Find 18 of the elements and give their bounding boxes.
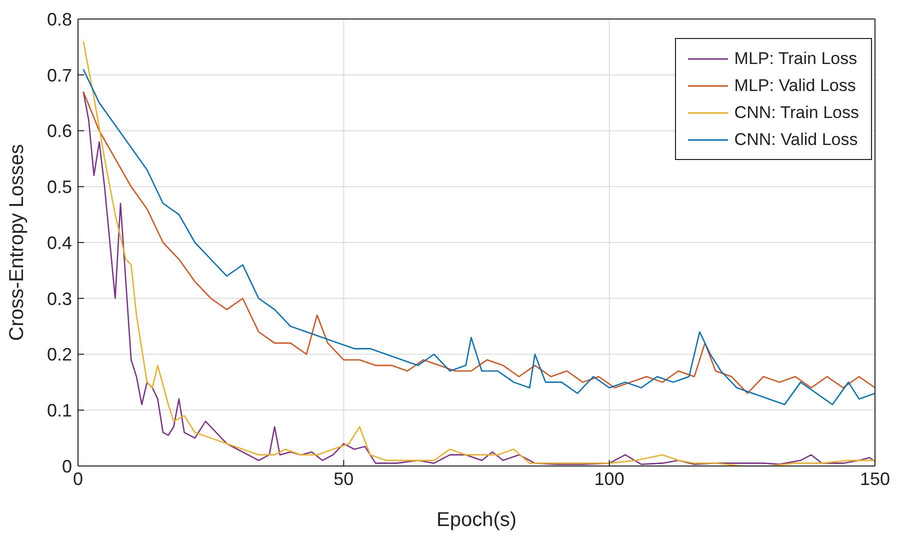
legend-label: CNN: Valid Loss	[734, 130, 858, 150]
y-tick-label: 0.7	[46, 65, 72, 86]
y-tick-label: 0.1	[46, 400, 72, 421]
y-tick-label: 0.3	[46, 288, 72, 309]
y-tick-label: 0.8	[46, 9, 72, 30]
x-axis-title: Epoch(s)	[436, 509, 517, 531]
legend-label: MLP: Train Loss	[734, 48, 858, 68]
legend-label: CNN: Train Loss	[734, 102, 859, 122]
legend-label: MLP: Valid Loss	[734, 76, 856, 96]
y-axis-title: Cross-Entropy Losses	[6, 144, 28, 341]
x-tick-label: 100	[594, 468, 624, 489]
y-tick-label: 0.4	[46, 232, 72, 253]
y-tick-label: 0.2	[46, 344, 72, 365]
y-tick-label: 0.6	[46, 121, 72, 142]
x-tick-label: 150	[860, 468, 890, 489]
y-tick-label: 0.5	[46, 177, 72, 198]
y-tick-label: 0	[62, 456, 72, 476]
x-tick-label: 50	[334, 468, 354, 489]
